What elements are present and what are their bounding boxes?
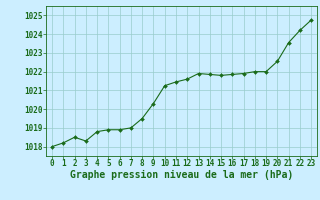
X-axis label: Graphe pression niveau de la mer (hPa): Graphe pression niveau de la mer (hPa): [70, 170, 293, 180]
